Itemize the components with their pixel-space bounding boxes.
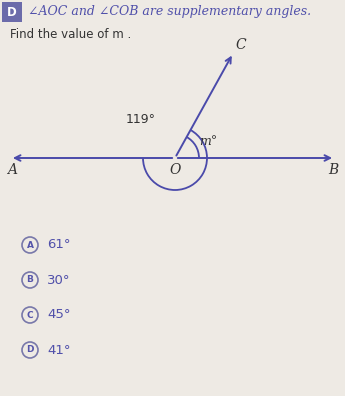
Text: 61°: 61° (47, 238, 70, 251)
Text: Find the value of m .: Find the value of m . (10, 29, 131, 42)
Text: O: O (169, 163, 181, 177)
Text: 30°: 30° (47, 274, 70, 286)
Text: A: A (27, 240, 33, 249)
FancyBboxPatch shape (2, 2, 22, 22)
Text: C: C (27, 310, 33, 320)
Text: B: B (27, 276, 33, 284)
Text: A: A (7, 163, 17, 177)
Text: D: D (7, 6, 17, 19)
Text: C: C (236, 38, 246, 52)
Text: D: D (26, 345, 34, 354)
Text: ∠AOC and ∠COB are supplementary angles.: ∠AOC and ∠COB are supplementary angles. (28, 6, 311, 19)
Text: 45°: 45° (47, 308, 70, 322)
Text: 119°: 119° (126, 113, 156, 126)
Text: m°: m° (199, 135, 217, 148)
Text: 41°: 41° (47, 343, 70, 356)
Text: B: B (328, 163, 338, 177)
